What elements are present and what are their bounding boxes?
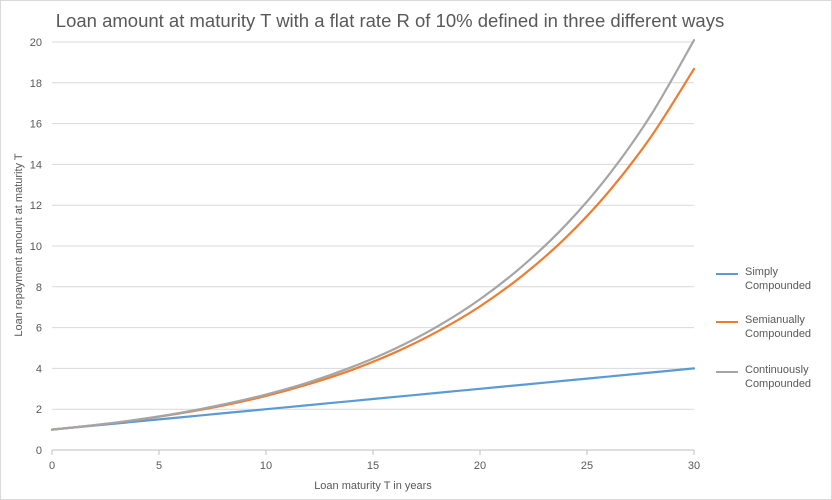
x-tick-label: 10 [260, 460, 272, 472]
series-line-continuously-compounded [50, 39, 696, 431]
series-lines [50, 39, 696, 431]
y-axis-title: Loan repayment amount at maturity T [13, 153, 25, 337]
y-tick-label: 0 [36, 445, 42, 457]
series-line-simply-compounded [50, 367, 696, 431]
y-tick-label: 6 [36, 323, 42, 335]
x-tick-label: 25 [581, 460, 593, 472]
x-tick-label: 20 [474, 460, 486, 472]
y-tick-label: 2 [36, 404, 42, 416]
y-tick-label: 8 [36, 282, 42, 294]
y-tick-label: 14 [30, 159, 42, 171]
series-line-semianually-compounded [50, 67, 696, 431]
y-tick-label: 10 [30, 241, 42, 253]
axes [51, 449, 695, 455]
x-tick-label: 15 [367, 460, 379, 472]
legend-label: Continuously Compounded [745, 364, 812, 390]
x-axis-title: Loan maturity T in years [314, 480, 432, 492]
y-tick-label: 16 [30, 119, 42, 131]
y-tick-label: 18 [30, 78, 42, 90]
legend-label: Semianually Compounded [745, 314, 812, 340]
legend-swatch [716, 371, 738, 373]
legend-swatch [716, 321, 738, 323]
x-tick-label: 0 [49, 460, 55, 472]
tick-labels: 0 2 4 6 8 10 12 14 16 18 20 0 5 10 15 20 25 30 [30, 37, 700, 472]
chart-title: Loan amount at maturity T with a flat ra… [55, 10, 725, 31]
y-tick-label: 20 [30, 37, 42, 49]
x-tick-label: 5 [156, 460, 162, 472]
legend-label: Simply Compounded [745, 266, 812, 292]
x-tick-label: 30 [688, 460, 700, 472]
y-tick-label: 4 [36, 363, 42, 375]
y-tick-label: 12 [30, 200, 42, 212]
gridlines [52, 41, 694, 410]
legend-swatch [716, 273, 738, 275]
